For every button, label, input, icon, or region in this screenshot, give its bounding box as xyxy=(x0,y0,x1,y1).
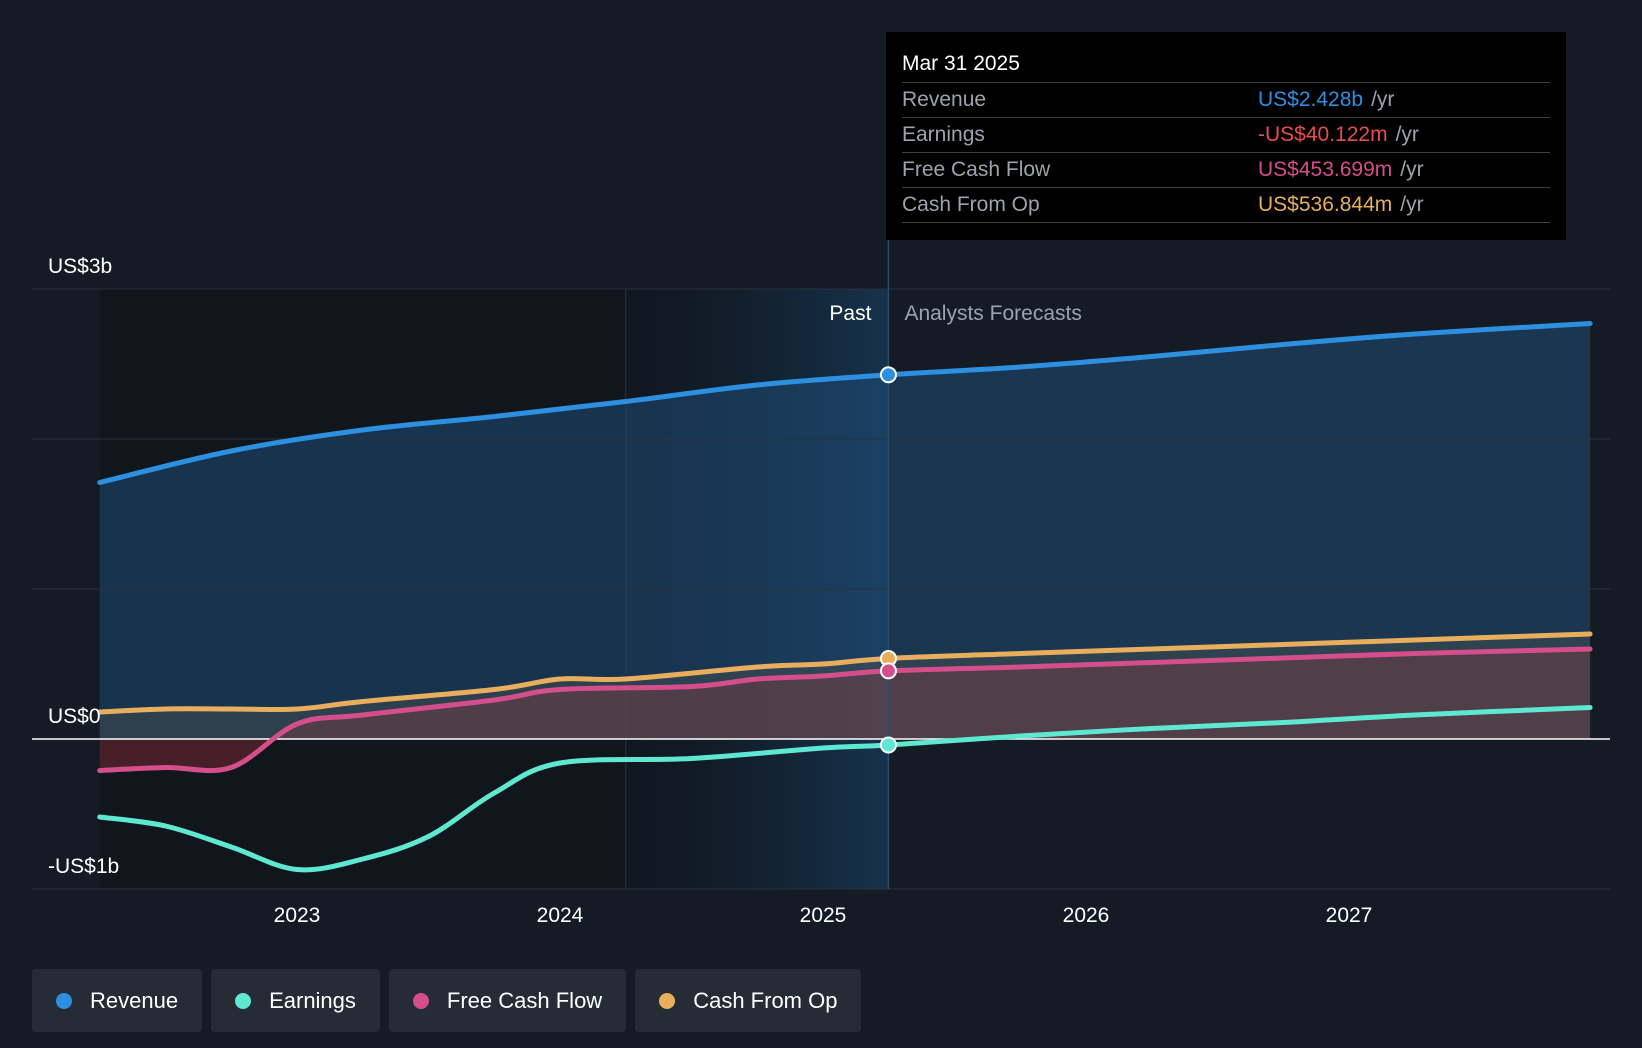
legend-dot-icon xyxy=(235,992,252,1009)
series-line-revenue xyxy=(97,321,1593,485)
tooltip-unit: /yr xyxy=(1400,158,1424,181)
tooltip-label: Earnings xyxy=(902,123,985,146)
tooltip-row-cash-from-op: Cash From Op US$536.844m /yr xyxy=(902,187,1550,223)
y-tick-label: -US$1b xyxy=(48,855,119,878)
y-tick-label: US$0 xyxy=(48,705,101,728)
y-tick-label: US$3b xyxy=(48,255,112,278)
tooltip-unit: /yr xyxy=(1395,123,1419,146)
tooltip-value: US$536.844m xyxy=(1258,193,1393,216)
legend-item-free-cash-flow[interactable]: Free Cash Flow xyxy=(388,969,627,1032)
past-label: Past xyxy=(829,302,871,325)
tooltip-row-free-cash-flow: Free Cash Flow US$453.699m /yr xyxy=(902,152,1550,187)
area-free-cash-flow xyxy=(99,649,1591,771)
legend-dot-icon xyxy=(412,992,429,1009)
legend-item-revenue[interactable]: Revenue xyxy=(32,969,203,1032)
legend-item-cash-from-op[interactable]: Cash From Op xyxy=(635,969,862,1032)
tooltip-label: Cash From Op xyxy=(902,193,1040,216)
marker-earnings xyxy=(879,736,897,754)
x-tick-label: 2023 xyxy=(274,904,321,927)
x-tick-label: 2026 xyxy=(1063,904,1110,927)
legend: Revenue Earnings Free Cash Flow Cash Fro… xyxy=(32,969,862,1032)
legend-label: Cash From Op xyxy=(693,987,838,1013)
series-line-free-cash-flow xyxy=(97,646,1593,774)
area-revenue xyxy=(99,323,1591,739)
legend-item-earnings[interactable]: Earnings xyxy=(211,969,380,1032)
legend-label: Free Cash Flow xyxy=(446,987,603,1013)
tooltip-value: -US$40.122m xyxy=(1258,123,1388,146)
legend-dot-icon xyxy=(56,992,72,1009)
tooltip-unit: /yr xyxy=(1400,193,1424,216)
tooltip-label: Revenue xyxy=(902,88,987,111)
x-tick-label: 2024 xyxy=(537,904,584,927)
legend-dot-icon xyxy=(659,992,676,1009)
tooltip: Mar 31 2025 Revenue US$2.428b /yr Earnin… xyxy=(886,32,1566,240)
tooltip-date: Mar 31 2025 xyxy=(902,52,1020,75)
series-line-cash-from-op xyxy=(97,631,1593,715)
tooltip-unit: /yr xyxy=(1371,88,1395,111)
marker-revenue xyxy=(879,366,897,384)
tooltip-value: US$453.699m xyxy=(1258,158,1393,181)
forecast-label: Analysts Forecasts xyxy=(904,302,1081,325)
marker-free-cash-flow xyxy=(879,662,897,680)
legend-label: Revenue xyxy=(90,987,179,1013)
x-tick-label: 2025 xyxy=(800,904,847,927)
tooltip-label: Free Cash Flow xyxy=(902,158,1051,181)
legend-label: Earnings xyxy=(269,987,356,1013)
tooltip-row-revenue: Revenue US$2.428b /yr xyxy=(902,82,1550,117)
tooltip-value: US$2.428b xyxy=(1258,88,1364,111)
series-line-earnings xyxy=(97,705,1593,873)
x-tick-label: 2027 xyxy=(1326,904,1373,927)
tooltip-row-earnings: Earnings -US$40.122m /yr xyxy=(902,117,1550,152)
